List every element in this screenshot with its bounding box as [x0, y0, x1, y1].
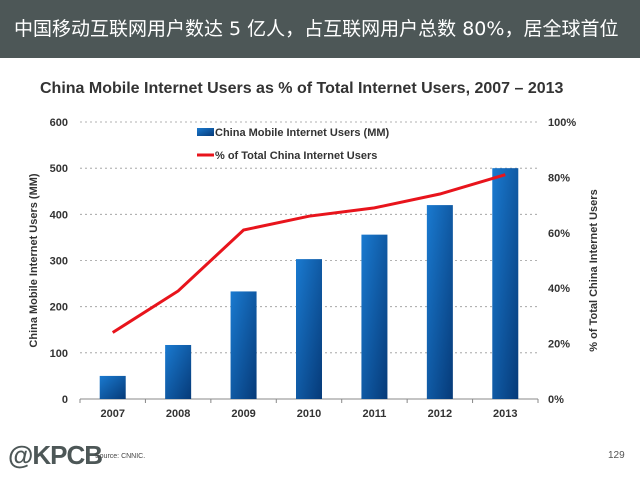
- y2-tick-label: 60%: [548, 228, 570, 240]
- y2-tick-label: 0%: [548, 394, 564, 406]
- bar-2007: [99, 375, 126, 399]
- source-note: Source: CNNIC.: [95, 453, 146, 460]
- y-tick-label: 500: [50, 163, 68, 175]
- y-tick-label: 400: [50, 209, 68, 221]
- chart: 0 100 200 300 400 500 600 0% 20% 40% 60% 80% 100% 200…: [28, 117, 600, 420]
- bar-2011: [361, 234, 388, 399]
- y-tick-label: 300: [50, 256, 68, 268]
- bar-2010: [296, 259, 322, 399]
- bar-2009: [230, 291, 257, 399]
- y2-tick-label: 40%: [548, 283, 570, 295]
- x-tick-label: 2013: [493, 408, 517, 420]
- y2-tick-label: 100%: [548, 117, 576, 129]
- chart-title: China Mobile Internet Users as % of Tota…: [40, 80, 564, 97]
- bar-2012: [426, 205, 453, 399]
- page-number: 129: [608, 450, 625, 461]
- x-tick-label: 2008: [166, 408, 190, 420]
- y-tick-label: 600: [50, 117, 68, 129]
- y2-axis-label: % of Total China Internet Users: [588, 189, 600, 351]
- y-tick-label: 0: [62, 394, 68, 406]
- x-tick-label: 2010: [297, 408, 321, 420]
- x-tick-label: 2012: [428, 408, 452, 420]
- bar-2008: [165, 344, 192, 399]
- y-axis-label: China Mobile Internet Users (MM): [28, 173, 40, 348]
- kpcb-logo: @KPCB: [8, 440, 103, 470]
- legend-bar-swatch: [197, 128, 214, 136]
- y-tick-label: 100: [50, 348, 68, 360]
- bar-2013: [492, 168, 519, 399]
- x-tick-label: 2007: [100, 408, 124, 420]
- y2-tick-label: 20%: [548, 339, 570, 351]
- y-tick-label: 200: [50, 302, 68, 314]
- x-tick-label: 2009: [231, 408, 255, 420]
- legend-bar-label: China Mobile Internet Users (MM): [215, 127, 390, 139]
- y2-tick-label: 80%: [548, 172, 570, 184]
- x-tick-label: 2011: [362, 408, 386, 420]
- legend-line-label: % of Total China Internet Users: [215, 150, 377, 162]
- slide-title: 中国移动互联网用户数达 5 亿人，占互联网用户总数 80%，居全球首位: [0, 0, 640, 58]
